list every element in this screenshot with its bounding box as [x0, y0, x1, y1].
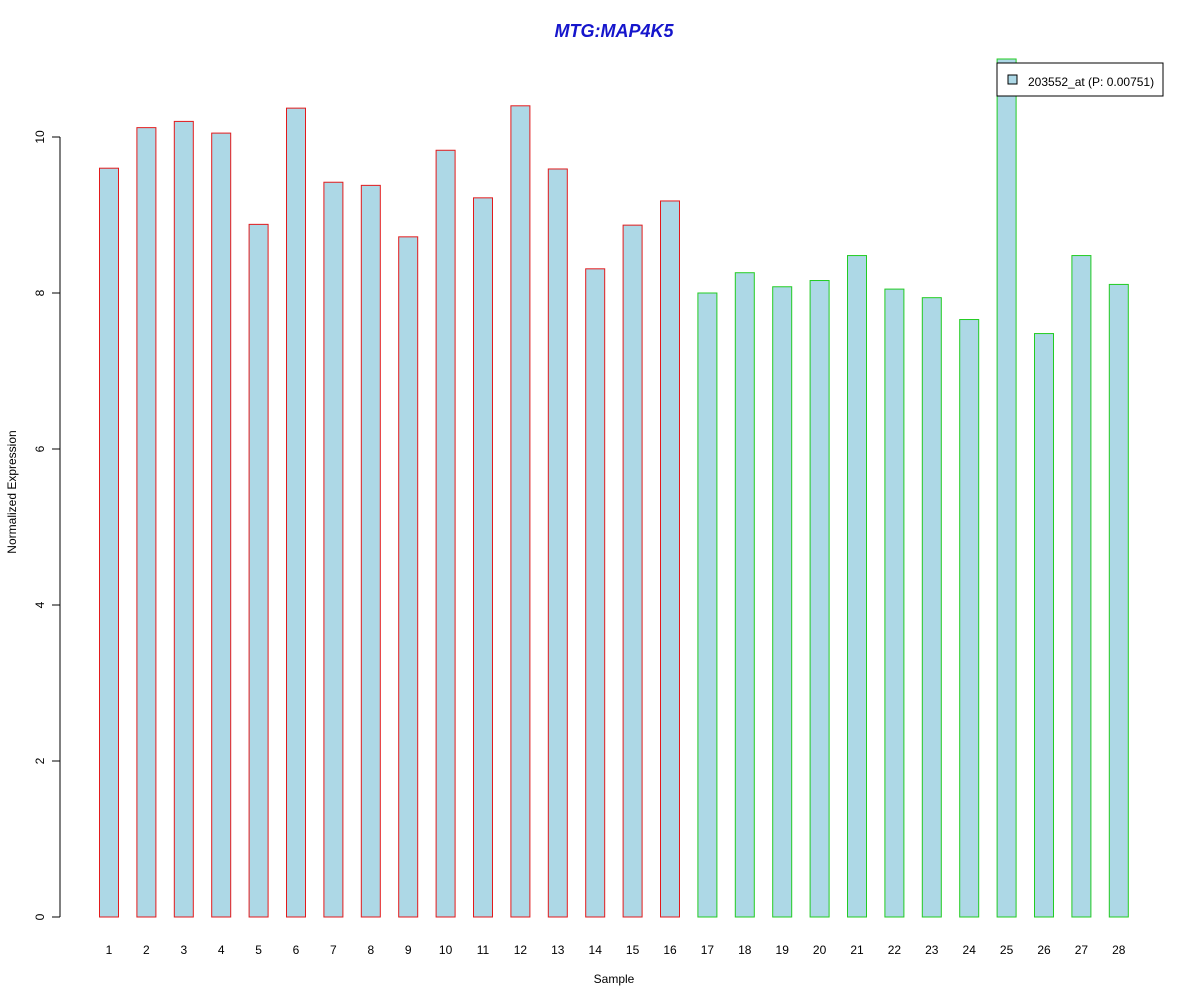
y-tick-label: 2	[33, 757, 47, 764]
bar-sample-27	[1071, 255, 1092, 918]
x-tick-label: 19	[776, 943, 790, 957]
bar-sample-18	[734, 272, 755, 918]
bar-sample-9	[398, 236, 419, 918]
bar-sample-24	[959, 319, 980, 918]
bar-sample-10	[435, 149, 456, 918]
x-tick-label: 14	[589, 943, 603, 957]
bar-sample-8	[360, 184, 381, 918]
x-tick-label: 7	[330, 943, 337, 957]
x-tick-label: 28	[1112, 943, 1126, 957]
bar-sample-22	[884, 288, 905, 918]
bar-sample-11	[473, 197, 493, 918]
bar-sample-19	[772, 286, 793, 918]
bar-sample-14	[585, 268, 606, 918]
x-tick-label: 21	[850, 943, 864, 957]
bar-sample-7	[323, 181, 344, 918]
bar-sample-20	[809, 280, 830, 918]
x-tick-label: 15	[626, 943, 640, 957]
x-tick-label: 3	[180, 943, 187, 957]
legend-swatch	[1007, 74, 1018, 85]
bar-sample-26	[1034, 333, 1054, 918]
x-tick-label: 10	[439, 943, 453, 957]
x-tick-labels: 1 2 3 4 5 6 7 8 9 10 11 12 13 14 15 16 17 18 19 20 21 22 23 24 2…	[106, 943, 1126, 957]
bar-sample-1	[99, 167, 119, 918]
bar-sample-25	[996, 58, 1017, 918]
x-tick-label: 9	[405, 943, 412, 957]
x-tick-label: 22	[888, 943, 902, 957]
y-tick-label: 10	[33, 130, 47, 144]
x-tick-label: 5	[255, 943, 262, 957]
x-tick-label: 16	[663, 943, 677, 957]
x-tick-label: 24	[963, 943, 977, 957]
x-tick-label: 8	[367, 943, 374, 957]
y-axis-label: Normalized Expression	[5, 430, 19, 553]
x-tick-label: 27	[1075, 943, 1089, 957]
x-tick-label: 12	[514, 943, 528, 957]
y-axis: 0 2 4 6 8 10	[33, 130, 61, 920]
bar-sample-13	[547, 168, 568, 918]
y-tick-label: 0	[33, 913, 47, 920]
bar-sample-3	[173, 120, 194, 918]
x-tick-label: 20	[813, 943, 827, 957]
bar-sample-28	[1108, 283, 1129, 918]
bar-sample-4	[211, 132, 232, 918]
chart-title: MTG:MAP4K5	[554, 21, 674, 41]
legend-box	[996, 62, 1164, 97]
x-tick-label: 1	[106, 943, 113, 957]
bar-sample-5	[248, 223, 269, 918]
bar-sample-12	[510, 105, 531, 918]
x-tick-label: 23	[925, 943, 939, 957]
x-tick-label: 2	[143, 943, 150, 957]
bar-sample-15	[622, 224, 643, 918]
y-tick-label: 8	[33, 289, 47, 296]
x-tick-label: 4	[218, 943, 225, 957]
x-axis-label: Sample	[594, 972, 635, 986]
x-tick-label: 26	[1037, 943, 1051, 957]
bars-group	[99, 58, 1129, 918]
bar-sample-2	[136, 127, 157, 918]
x-tick-label: 18	[738, 943, 752, 957]
x-tick-label: 13	[551, 943, 565, 957]
bar-sample-23	[921, 297, 942, 918]
bar-sample-21	[847, 255, 867, 918]
legend: 203552_at (P: 0.00751)	[996, 62, 1164, 97]
bar-sample-16	[660, 200, 680, 918]
x-tick-label: 11	[477, 943, 490, 957]
y-tick-label: 6	[33, 445, 47, 452]
bar-sample-17	[697, 292, 718, 918]
legend-label: 203552_at (P: 0.00751)	[1028, 75, 1154, 89]
x-tick-label: 17	[701, 943, 715, 957]
x-tick-label: 6	[293, 943, 300, 957]
x-tick-label: 25	[1000, 943, 1014, 957]
y-tick-label: 4	[33, 601, 47, 608]
bar-sample-6	[286, 107, 306, 918]
